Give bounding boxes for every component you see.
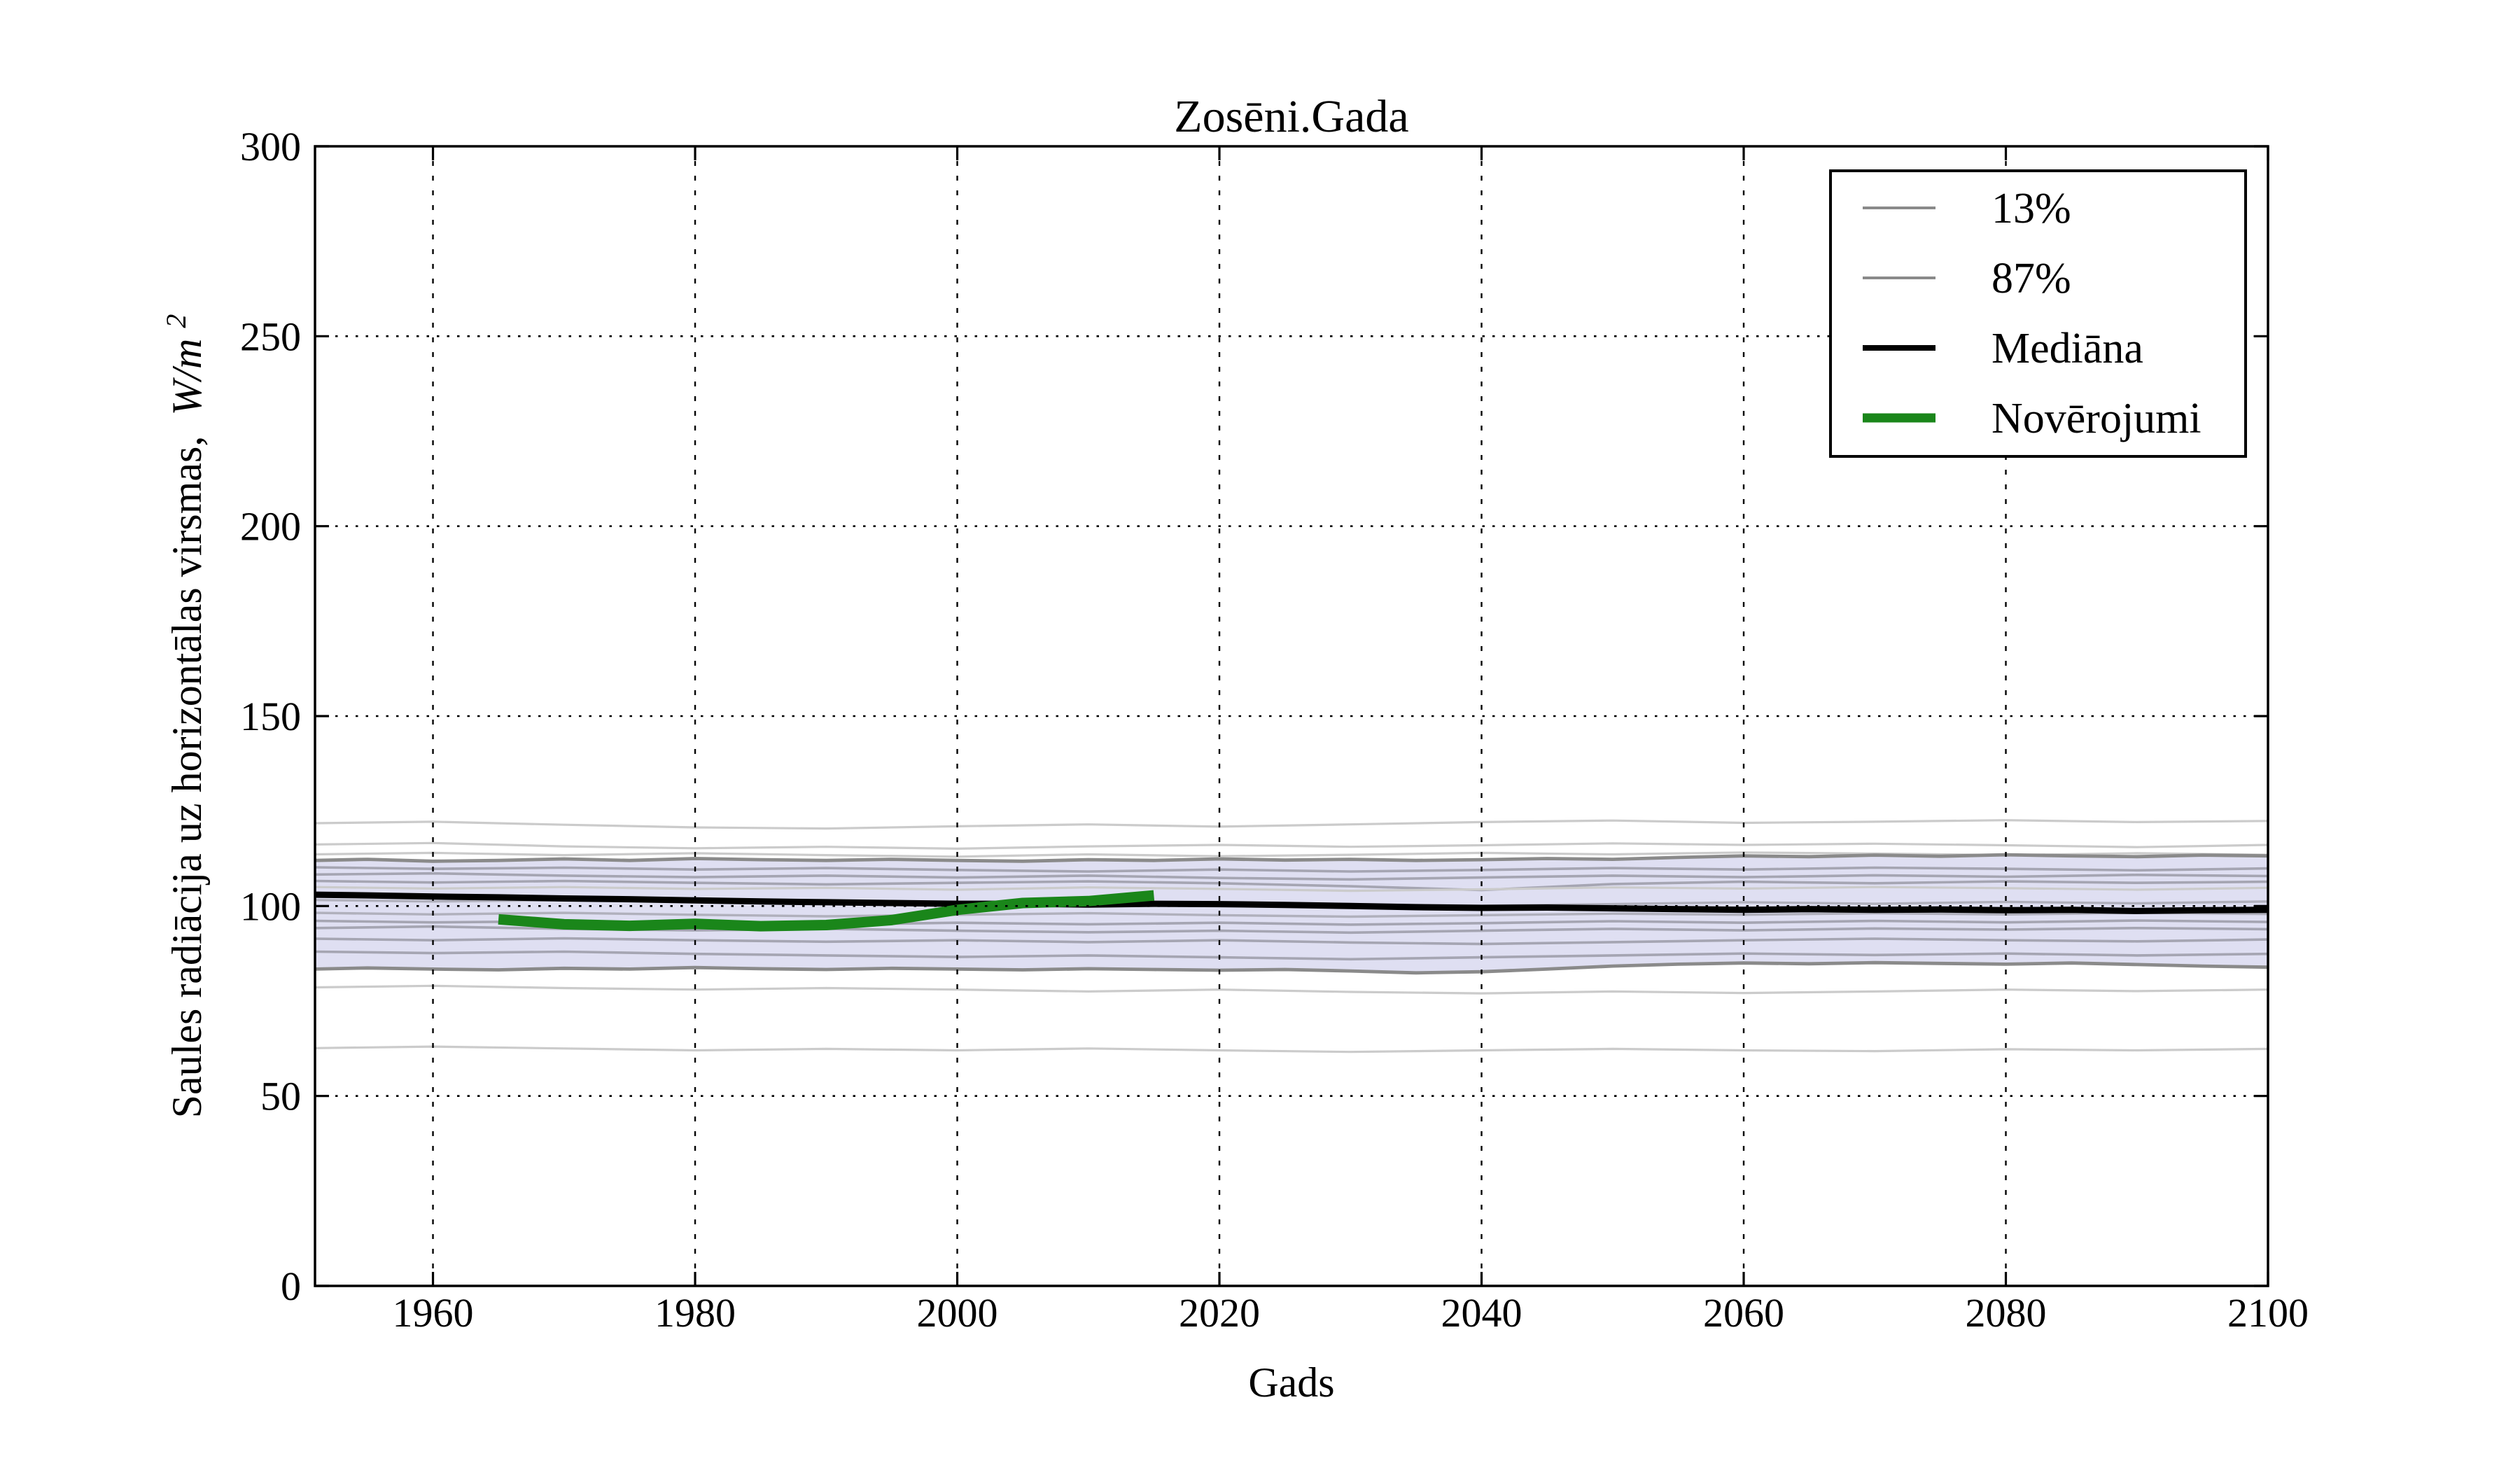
ensemble-line-7 bbox=[314, 886, 2269, 892]
ensemble-line-13 bbox=[314, 950, 2269, 961]
legend-row: Novērojumi bbox=[1863, 395, 2202, 442]
x-tick-label-2100: 2100 bbox=[2227, 1290, 2309, 1336]
axes-frame-layer bbox=[314, 145, 2269, 1287]
gridlines-layer bbox=[315, 146, 2268, 1286]
observations-line bbox=[498, 890, 1155, 932]
ensemble-line-9 bbox=[314, 911, 2269, 918]
percentile-13-line bbox=[314, 960, 2269, 975]
percentile-edge-lines-layer bbox=[314, 853, 2269, 975]
y-axis-label-math: W/m bbox=[164, 339, 210, 416]
legend-box bbox=[1829, 169, 2247, 458]
x-tick-label-2080: 2080 bbox=[1966, 1290, 2047, 1336]
tick-marks-layer bbox=[315, 145, 2269, 1287]
x-tick-label-2040: 2040 bbox=[1441, 1290, 1522, 1336]
ensemble-line-12 bbox=[314, 937, 2269, 946]
ensemble-line-3 bbox=[314, 851, 2269, 858]
legend-rows: 13% 87% Mediāna Novērojumi bbox=[1863, 185, 2202, 442]
legend-row: 13% bbox=[1863, 185, 2071, 232]
legend: 13% 87% Mediāna Novērojumi bbox=[1829, 169, 2247, 458]
y-tick-label-200: 200 bbox=[240, 504, 301, 550]
x-tick-label-1960: 1960 bbox=[393, 1290, 474, 1336]
median-line bbox=[314, 891, 2269, 914]
x-tick-label-1980: 1980 bbox=[654, 1290, 736, 1336]
y-axis-label-exponent: 2 bbox=[160, 314, 192, 328]
x-tick-labels: 1960 1980 2000 2020 2040 2060 2080 2100 bbox=[393, 1290, 2309, 1336]
x-axis-label: Gads bbox=[1248, 1359, 1334, 1406]
ensemble-line-1 bbox=[314, 819, 2269, 830]
y-tick-label-100: 100 bbox=[240, 883, 301, 929]
legend-row: 87% bbox=[1863, 255, 2071, 302]
y-tick-label-150: 150 bbox=[240, 694, 301, 739]
ensemble-line-4 bbox=[314, 866, 2269, 873]
x-tick-label-2060: 2060 bbox=[1703, 1290, 1784, 1336]
chart-title: Zosēni.Gada bbox=[1174, 91, 1408, 142]
legend-row: Mediāna bbox=[1863, 325, 2143, 372]
main-series-layer bbox=[314, 890, 2269, 932]
x-tick-label-2000: 2000 bbox=[917, 1290, 998, 1336]
y-tick-label-300: 300 bbox=[240, 124, 301, 169]
y-tick-labels: 0 50 100 150 200 250 300 bbox=[240, 124, 301, 1309]
percentile-87-line bbox=[314, 853, 2269, 863]
ensemble-line-5 bbox=[314, 872, 2269, 881]
y-tick-label-250: 250 bbox=[240, 314, 301, 359]
legend-item-label: Novērojumi bbox=[1991, 395, 2202, 442]
y-tick-label-50: 50 bbox=[260, 1074, 301, 1119]
legend-item-label: Mediāna bbox=[1991, 325, 2143, 372]
x-tick-label-2020: 2020 bbox=[1179, 1290, 1260, 1336]
ensemble-line-6 bbox=[314, 879, 2269, 892]
ensemble-line-15 bbox=[314, 1045, 2269, 1054]
y-axis-label-text: Saules radiācija uz horizontālas virsmas… bbox=[164, 436, 210, 1119]
ensemble-line-2 bbox=[314, 841, 2269, 850]
ensemble-line-14 bbox=[314, 984, 2269, 995]
y-tick-label-0: 0 bbox=[281, 1264, 301, 1309]
y-axis-label: Saules radiācija uz horizontālas virsmas… bbox=[160, 314, 210, 1119]
legend-item-label: 87% bbox=[1991, 255, 2071, 302]
legend-item-label: 13% bbox=[1991, 185, 2071, 232]
